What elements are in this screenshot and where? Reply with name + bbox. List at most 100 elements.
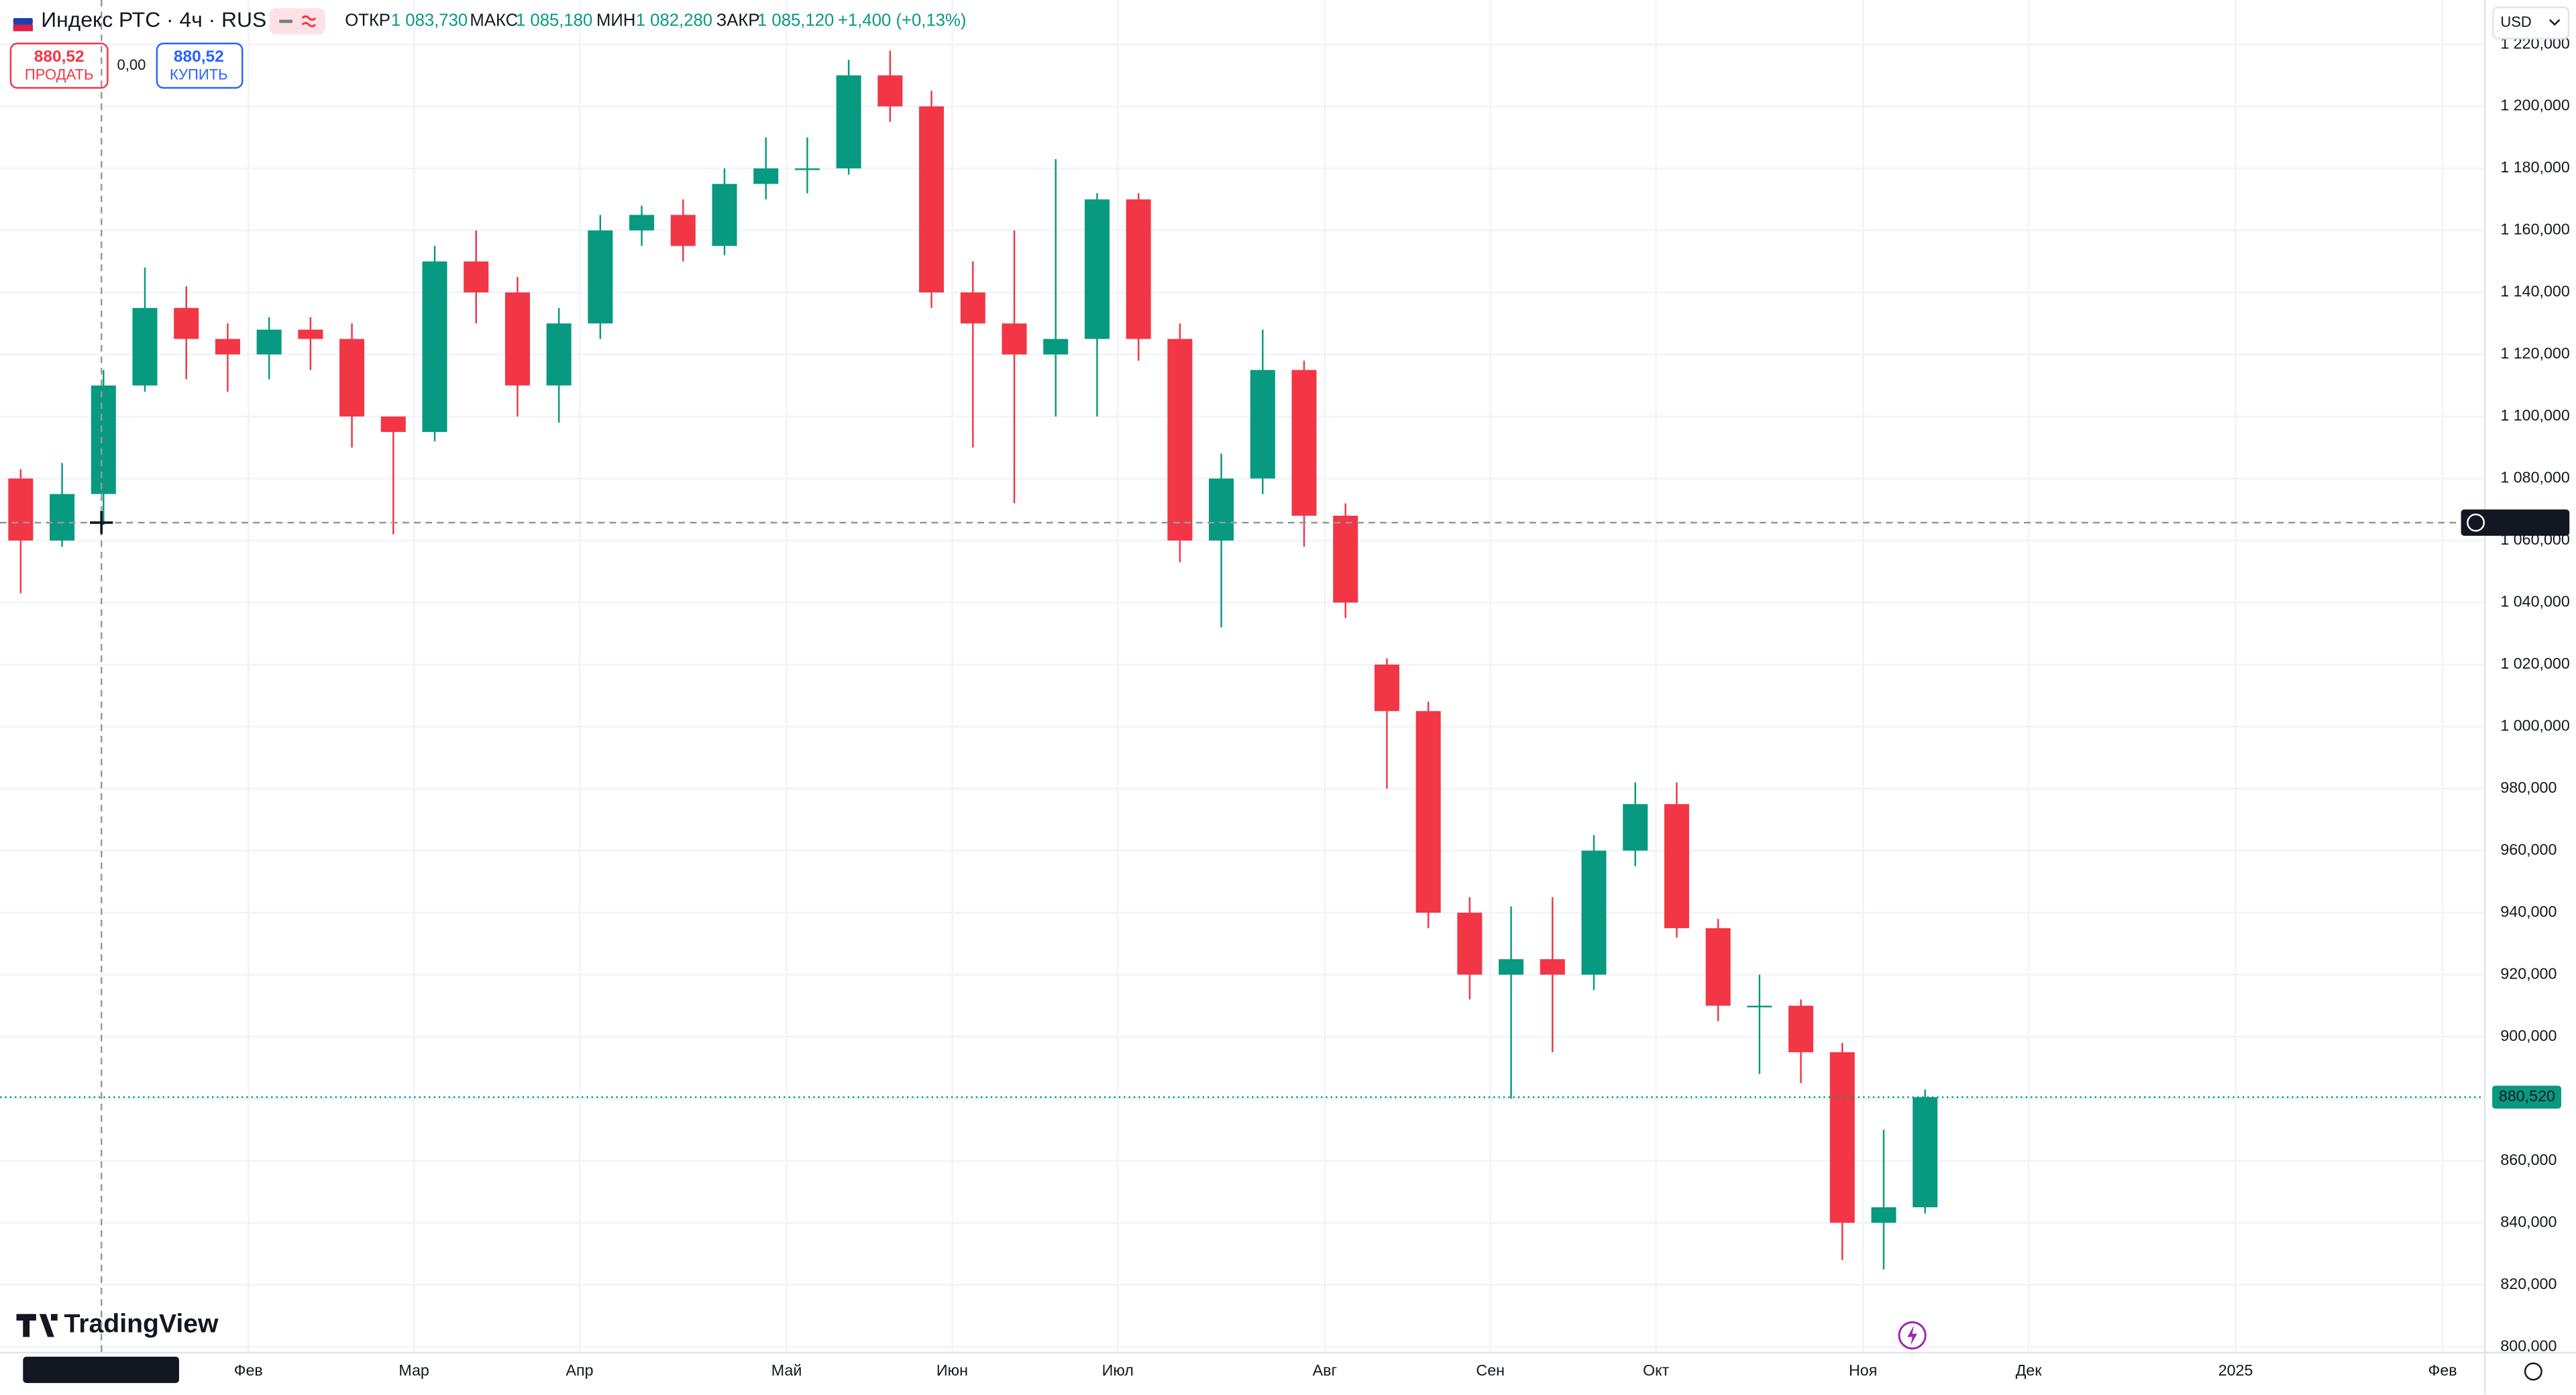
candle-body (877, 75, 903, 107)
candle-body (1415, 711, 1441, 913)
low-value: 1 082,280 (636, 11, 712, 30)
candle-body (1871, 1207, 1896, 1223)
settings-icon[interactable] (2524, 1362, 2542, 1381)
indicator-pill[interactable] (269, 8, 325, 35)
candles (8, 50, 1938, 1270)
crosshair-add-icon (2467, 513, 2485, 532)
x-tick-label: Май (771, 1361, 802, 1379)
brand-logo (16, 1314, 58, 1337)
candle-body (1829, 1052, 1855, 1223)
candle-body (753, 168, 779, 184)
candle-body (50, 494, 75, 541)
candle-body (1126, 199, 1151, 339)
candle-body (380, 416, 406, 433)
candle-body (794, 168, 820, 170)
last-price-label: 880,520 (2499, 1087, 2555, 1105)
y-tick-label: 940,000 (2500, 903, 2557, 920)
y-tick-label: 860,000 (2500, 1151, 2557, 1168)
crosshair-time-label: пт 05 Янв '24 14:00 (33, 1360, 170, 1378)
crosshair-price-box (2461, 509, 2570, 536)
y-tick-label: 800,000 (2500, 1337, 2557, 1354)
candle-body (712, 184, 737, 246)
x-tick-label: Ноя (1849, 1361, 1877, 1379)
x-tick-label: Сен (1476, 1361, 1505, 1379)
currency-select[interactable] (2492, 6, 2570, 40)
dropdown-arrow (2548, 19, 2561, 26)
candle-body (1084, 199, 1110, 339)
candle-body (1457, 912, 1483, 975)
y-tick-label: 1 000,000 (2500, 717, 2570, 734)
candle-body (1209, 478, 1234, 541)
candle-body (339, 339, 365, 416)
pill-icon (301, 15, 317, 27)
x-tick-label: Июл (1102, 1361, 1134, 1379)
buy-button[interactable] (156, 42, 244, 89)
last-price-box (2492, 1085, 2561, 1109)
candle-body (629, 215, 655, 231)
y-tick-label: 900,000 (2500, 1027, 2557, 1044)
candle-body (298, 329, 323, 339)
candle-body (1333, 515, 1358, 603)
y-tick-label: 1 120,000 (2500, 345, 2570, 362)
candle-body (422, 261, 447, 433)
event-bolt (1907, 1325, 1917, 1345)
candle-body (1250, 370, 1275, 479)
candle-body (1043, 339, 1069, 355)
y-tick-label: 1 140,000 (2500, 282, 2570, 300)
candle-body (1623, 803, 1648, 851)
candle-body (132, 308, 158, 386)
sell-button[interactable] (9, 42, 109, 89)
y-tick-label: 1 020,000 (2500, 655, 2570, 672)
change-value: +1,400 (+0,13%) (838, 11, 966, 30)
candle-body (588, 230, 613, 324)
candle-body (670, 215, 696, 246)
candle-body (91, 385, 116, 494)
crosshair-time-box (23, 1356, 179, 1384)
close-value: 1 085,120 (757, 11, 834, 30)
brand: TradingView (64, 1310, 219, 1339)
y-tick-label: 960,000 (2500, 840, 2557, 858)
close-label: ЗАКР (716, 11, 760, 30)
y-tick-label: 980,000 (2500, 779, 2557, 796)
candle-body (546, 323, 572, 386)
open-value: 1 083,730 (391, 11, 468, 30)
sell-price: 880,52 (34, 48, 85, 66)
x-tick-label: Авг (1313, 1361, 1337, 1379)
flag-stripe (13, 11, 33, 18)
symbol-title: Индекс РТС · 4ч · RUS (41, 7, 266, 32)
low-label: МИН (596, 11, 635, 30)
high-value: 1 085,180 (516, 11, 592, 30)
candle-body (1002, 323, 1027, 355)
flag-stripe (13, 24, 33, 32)
candle-body (1499, 959, 1524, 975)
x-tick-label: Фев (234, 1361, 263, 1379)
sell-label: ПРОДАТЬ (25, 66, 94, 82)
candle-body (1913, 1097, 1938, 1208)
x-tick-label: Дек (2016, 1361, 2043, 1379)
candle-body (464, 261, 489, 293)
y-tick-label: 820,000 (2500, 1275, 2557, 1292)
candle-body (1788, 1005, 1814, 1052)
x-tick-label: Апр (566, 1361, 593, 1379)
candle-body (8, 478, 34, 541)
candle-body (174, 308, 199, 339)
x-tick-label: Мар (398, 1361, 429, 1379)
spread: 0,00 (117, 56, 146, 73)
y-tick-label: 1 180,000 (2500, 158, 2570, 176)
candle-body (1167, 339, 1193, 541)
y-tick-label: 1 080,000 (2500, 469, 2570, 486)
candle-body (504, 292, 530, 386)
y-tick-label: 1 100,000 (2500, 406, 2570, 424)
y-tick-label: 1 040,000 (2500, 593, 2570, 610)
candle-body (836, 75, 861, 169)
candle-body (960, 292, 985, 324)
high-label: МАКС (470, 11, 518, 30)
x-tick-label: 2025 (2218, 1361, 2253, 1379)
crosshair-cursor (90, 511, 113, 535)
